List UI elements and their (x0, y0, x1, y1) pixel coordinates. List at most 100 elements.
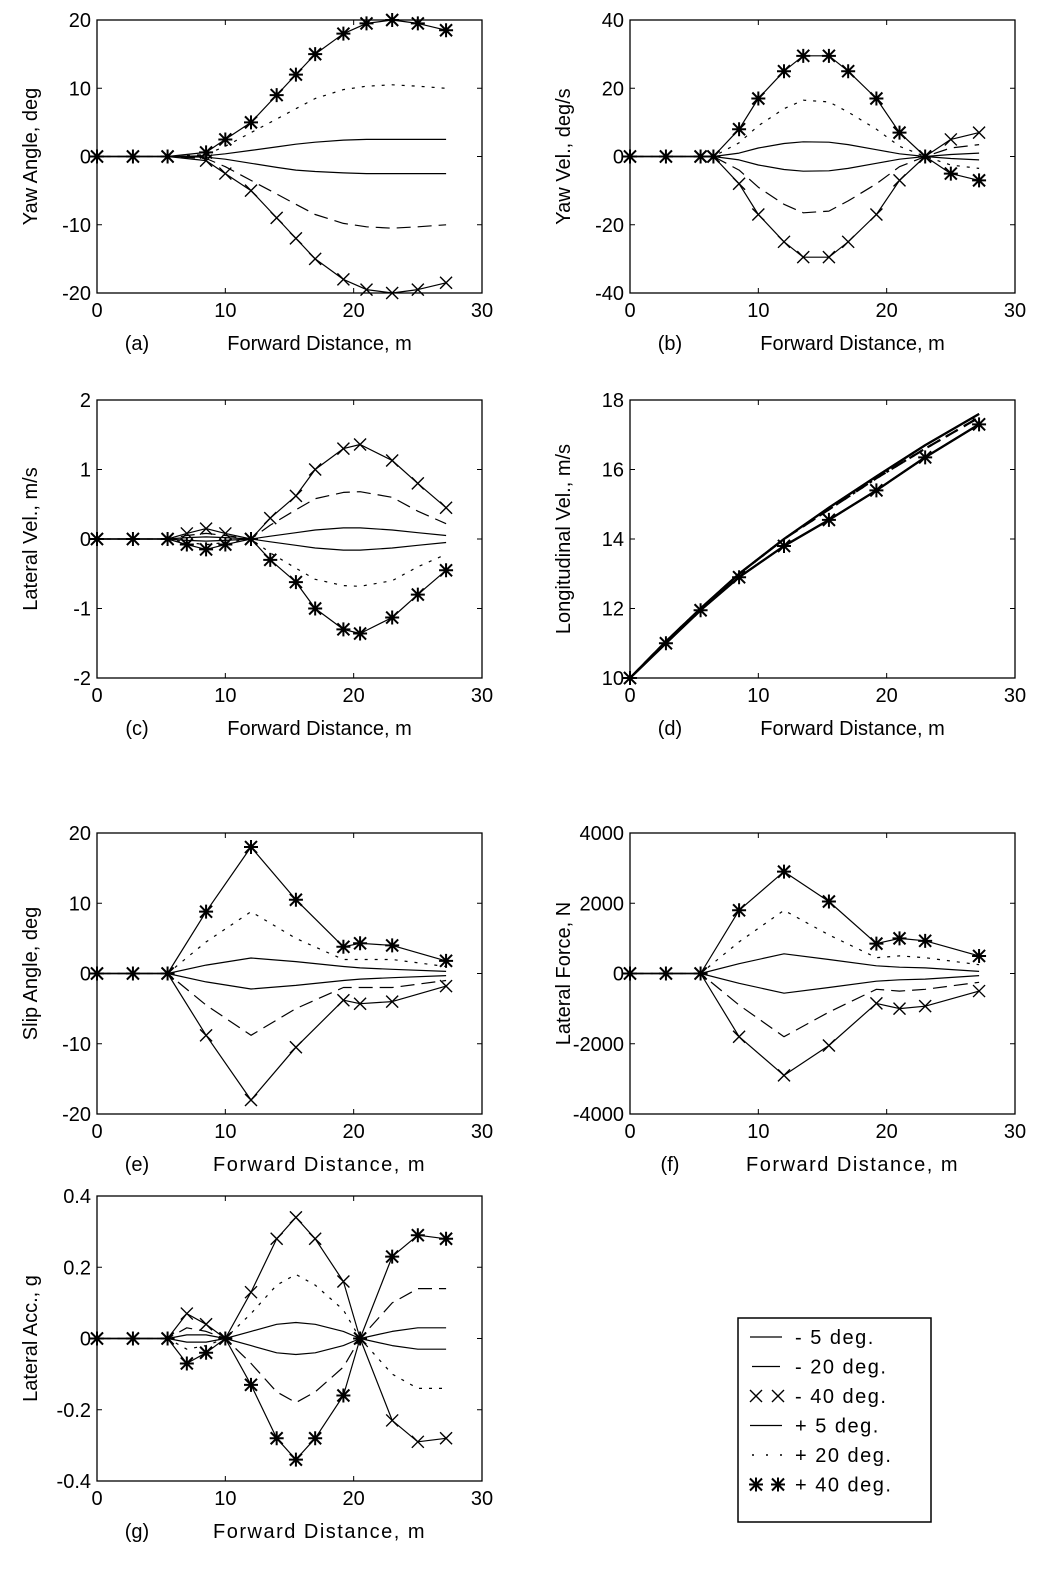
data-point-marker (90, 149, 104, 164)
data-point-marker (869, 996, 883, 1010)
data-point-marker (841, 64, 856, 79)
panel-label: (b) (658, 333, 682, 355)
data-point-marker (869, 208, 883, 222)
data-point-marker (125, 966, 140, 981)
data-point-marker (289, 1210, 303, 1224)
y-tick-label: -10 (62, 1034, 91, 1056)
legend-marker (771, 1477, 785, 1492)
data-point-marker (777, 1068, 791, 1082)
series-line (630, 972, 980, 1076)
data-point-marker (288, 575, 303, 590)
data-point-marker (439, 276, 453, 290)
data-point-marker (732, 903, 747, 918)
x-tick-label: 20 (343, 300, 365, 322)
data-point-marker (944, 132, 958, 146)
data-point-marker (385, 995, 399, 1009)
y-tick-label: -20 (595, 215, 624, 237)
series-line (97, 538, 447, 587)
x-tick-label: 30 (471, 1488, 493, 1510)
data-point-marker (289, 1040, 303, 1054)
data-point-marker (125, 149, 140, 164)
data-point-marker (385, 1249, 400, 1264)
series-line (97, 491, 447, 540)
data-point-marker (199, 542, 214, 557)
legend-marker (749, 1477, 763, 1492)
data-point-marker (623, 966, 637, 981)
data-point-marker (821, 894, 836, 909)
x-tick-label: 30 (1004, 685, 1026, 707)
data-point-marker (199, 1028, 213, 1042)
data-point-marker (336, 442, 350, 456)
data-point-marker (160, 149, 175, 164)
data-point-marker (359, 16, 374, 31)
data-point-marker (125, 1331, 140, 1346)
panel-label: (e) (125, 1154, 149, 1176)
y-tick-label: 10 (602, 668, 624, 690)
y-tick-label: -2 (73, 668, 91, 690)
data-point-marker (336, 1388, 351, 1403)
x-axis-label: Forward Distance, m (227, 718, 412, 740)
x-tick-label: 10 (214, 1121, 236, 1143)
series-line (629, 412, 980, 679)
data-point-marker (410, 1228, 425, 1243)
data-point-marker (199, 904, 214, 919)
data-point-marker (244, 532, 258, 546)
data-point-marker (263, 511, 277, 525)
data-point-marker (439, 563, 454, 578)
data-point-marker (385, 453, 399, 467)
data-point-marker (411, 1435, 425, 1449)
data-point-marker (244, 1377, 258, 1392)
chart-panel-5: 0 10 20 30 -20 -10 0 10 20 Forward Distance, m (e)… (20, 823, 493, 1176)
data-point-marker (308, 47, 323, 62)
legend-marker (749, 1389, 763, 1403)
y-tick-label: 0 (80, 147, 91, 169)
data-point-marker (385, 938, 400, 953)
data-point-marker (869, 483, 884, 498)
data-point-marker (796, 48, 811, 63)
series-line (97, 972, 447, 1036)
y-tick-label: 2000 (580, 893, 625, 915)
data-point-marker (777, 64, 791, 79)
data-point-marker (90, 966, 104, 981)
y-tick-label: 0.4 (63, 1186, 91, 1208)
data-point-marker (892, 931, 907, 946)
data-point-marker (218, 132, 233, 147)
x-axis-label: Forward Distance, m (227, 333, 412, 355)
data-point-marker (972, 173, 987, 188)
data-point-marker (353, 997, 367, 1011)
x-axis-label: Forward Distance, m (213, 1154, 426, 1176)
y-tick-label: -20 (62, 1104, 91, 1126)
panel-label: (c) (125, 718, 148, 740)
data-point-marker (732, 570, 747, 585)
legend-item: - 20 deg. (752, 1357, 886, 1379)
y-axis-label: Longitudinal Vel., m/s (553, 444, 575, 634)
data-point-marker (353, 936, 368, 951)
y-tick-label: 0 (80, 529, 91, 551)
data-point-marker (693, 966, 708, 981)
data-point-marker (218, 537, 233, 552)
y-axis-label: Lateral Acc., g (20, 1275, 42, 1402)
data-point-marker (179, 537, 194, 552)
data-point-marker (385, 13, 400, 27)
legend: - 5 deg. - 20 deg. - 40 deg. + 5 deg. + 20 d… (737, 1317, 932, 1523)
legend-label: + 40 deg. (795, 1475, 892, 1497)
data-point-marker (336, 622, 351, 637)
data-point-marker (693, 149, 708, 164)
data-point-marker (751, 91, 766, 106)
data-point-marker (308, 463, 322, 476)
series-line (97, 538, 447, 551)
data-point-marker (179, 1356, 194, 1371)
data-point-marker (336, 1275, 350, 1288)
legend-item: + 40 deg. (749, 1475, 892, 1497)
series-line (97, 1327, 447, 1356)
series-line (630, 972, 980, 994)
series-line (97, 1216, 447, 1443)
legend-item: + 20 deg. (752, 1445, 891, 1467)
data-point-marker (918, 933, 933, 948)
plot-frame (629, 399, 1016, 679)
y-tick-label: 20 (602, 78, 624, 100)
data-point-marker (410, 16, 425, 31)
series-line (97, 972, 447, 1101)
data-point-marker (972, 417, 987, 432)
